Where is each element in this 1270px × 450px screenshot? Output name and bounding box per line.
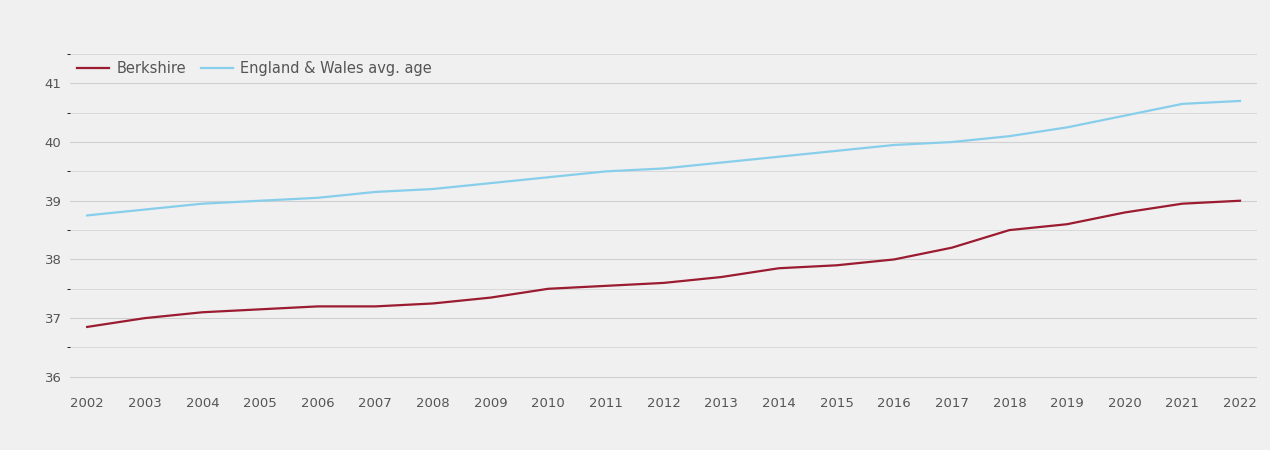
England & Wales avg. age bbox=[1232, 98, 1247, 104]
England & Wales avg. age bbox=[1175, 101, 1190, 107]
Berkshire bbox=[425, 301, 441, 306]
Berkshire bbox=[944, 245, 959, 250]
England & Wales avg. age bbox=[425, 186, 441, 192]
England & Wales avg. age bbox=[829, 148, 845, 153]
England & Wales avg. age bbox=[310, 195, 325, 201]
England & Wales avg. age bbox=[771, 154, 786, 159]
Legend: Berkshire, England & Wales avg. age: Berkshire, England & Wales avg. age bbox=[77, 61, 432, 76]
Berkshire bbox=[368, 304, 384, 309]
Berkshire bbox=[137, 315, 152, 321]
England & Wales avg. age bbox=[1002, 134, 1017, 139]
Line: England & Wales avg. age: England & Wales avg. age bbox=[88, 101, 1240, 216]
England & Wales avg. age bbox=[657, 166, 672, 171]
Berkshire bbox=[253, 306, 268, 312]
England & Wales avg. age bbox=[944, 140, 959, 145]
Berkshire bbox=[598, 283, 613, 288]
England & Wales avg. age bbox=[368, 189, 384, 195]
England & Wales avg. age bbox=[1059, 125, 1074, 130]
England & Wales avg. age bbox=[541, 175, 556, 180]
England & Wales avg. age bbox=[194, 201, 210, 207]
England & Wales avg. age bbox=[80, 213, 95, 218]
Berkshire bbox=[1175, 201, 1190, 207]
England & Wales avg. age bbox=[714, 160, 729, 165]
Berkshire bbox=[1118, 210, 1133, 215]
Berkshire bbox=[1059, 221, 1074, 227]
England & Wales avg. age bbox=[598, 169, 613, 174]
England & Wales avg. age bbox=[886, 142, 902, 148]
Berkshire bbox=[194, 310, 210, 315]
Berkshire bbox=[1002, 227, 1017, 233]
England & Wales avg. age bbox=[253, 198, 268, 203]
Berkshire bbox=[80, 324, 95, 330]
England & Wales avg. age bbox=[1118, 113, 1133, 118]
Berkshire bbox=[714, 274, 729, 280]
Berkshire bbox=[541, 286, 556, 292]
England & Wales avg. age bbox=[137, 207, 152, 212]
Line: Berkshire: Berkshire bbox=[88, 201, 1240, 327]
England & Wales avg. age bbox=[483, 180, 498, 186]
Berkshire bbox=[771, 266, 786, 271]
Berkshire bbox=[657, 280, 672, 286]
Berkshire bbox=[886, 257, 902, 262]
Berkshire bbox=[483, 295, 498, 300]
Berkshire bbox=[1232, 198, 1247, 203]
Berkshire bbox=[829, 263, 845, 268]
Berkshire bbox=[310, 304, 325, 309]
